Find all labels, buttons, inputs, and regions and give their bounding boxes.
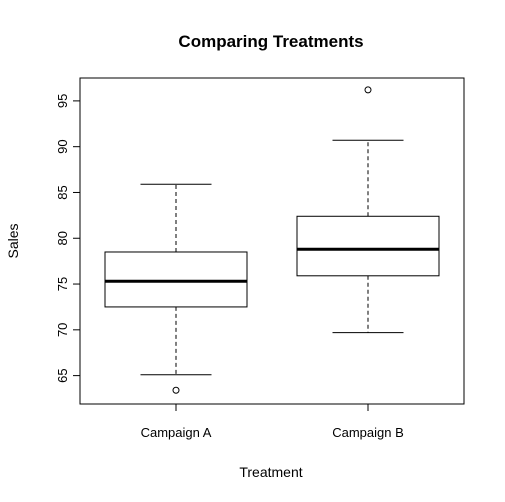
- box-2: [296, 86, 440, 334]
- box-1: [104, 183, 248, 394]
- y-tick-label: 95: [55, 94, 70, 108]
- y-tick-label: 90: [55, 139, 70, 153]
- y-tick-label: 70: [55, 323, 70, 337]
- y-tick-label: 65: [55, 368, 70, 382]
- y-axis: 65 70 75 80 85 90 95: [55, 94, 81, 383]
- outlier-point: [364, 86, 372, 94]
- iqr-box: [104, 251, 248, 308]
- iqr-box: [296, 215, 440, 277]
- outlier-point: [172, 386, 180, 394]
- x-axis-label: Treatment: [239, 464, 302, 480]
- x-axis: Campaign A Campaign B: [141, 403, 404, 440]
- chart-title: Comparing Treatments: [178, 32, 363, 51]
- x-tick-label: Campaign A: [141, 425, 212, 440]
- y-tick-label: 85: [55, 185, 70, 199]
- y-tick-label: 75: [55, 277, 70, 291]
- y-tick-label: 80: [55, 231, 70, 245]
- y-axis-label: Sales: [5, 223, 21, 258]
- boxes-group: [104, 86, 440, 394]
- x-tick-label: Campaign B: [332, 425, 404, 440]
